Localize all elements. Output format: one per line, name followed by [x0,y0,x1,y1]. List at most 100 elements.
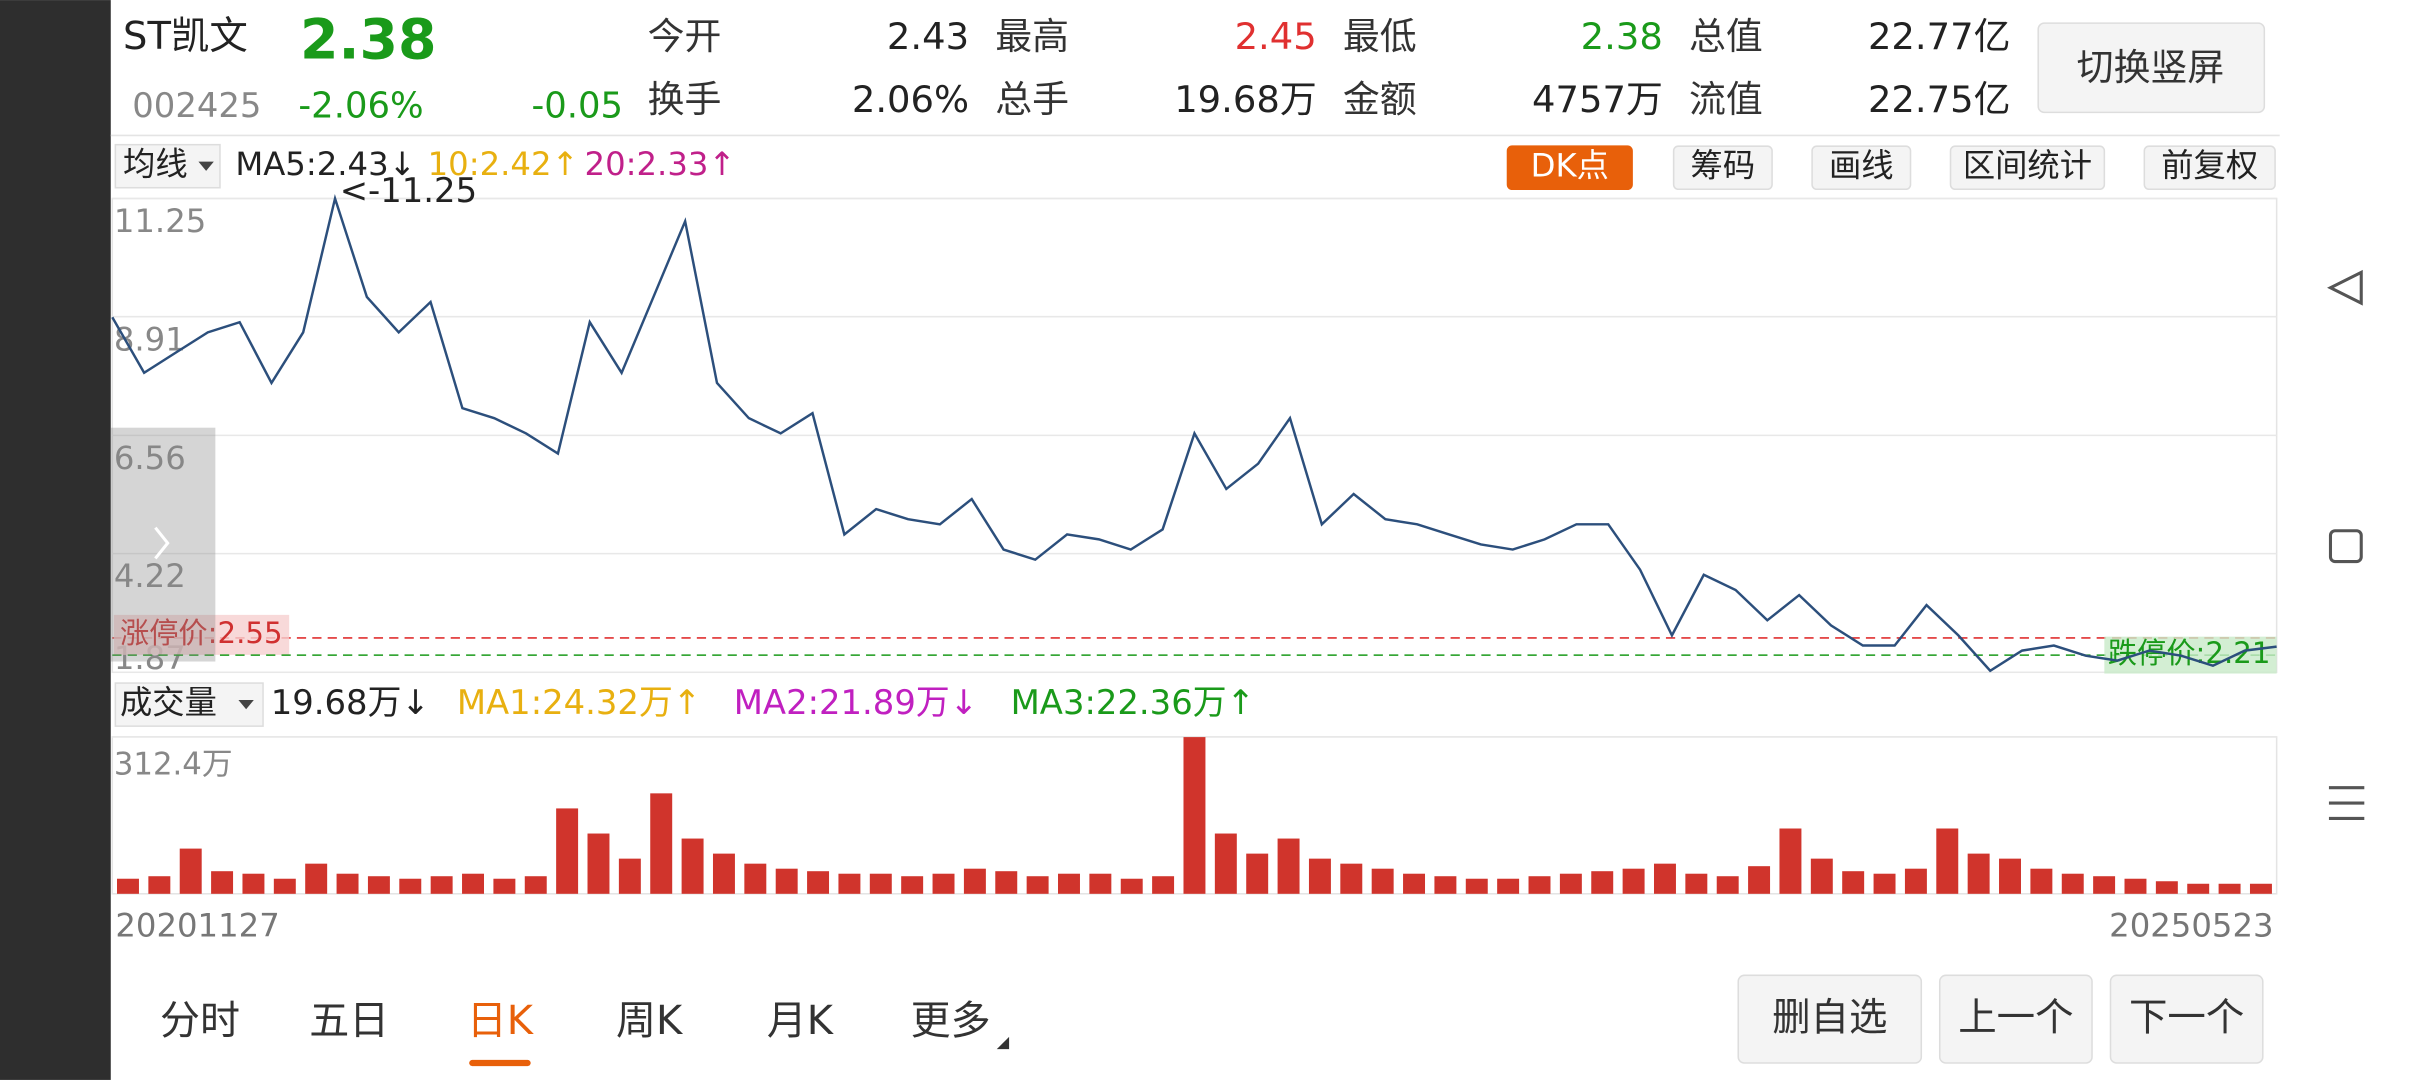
period-tab[interactable]: 周K [616,998,684,1044]
volume-bar [2093,876,2116,894]
stat-label: 今开 [648,15,722,58]
limit-label: 跌停价:2.21 [2108,636,2271,670]
volume-bar [1089,873,1112,894]
stat-label: 换手 [648,78,722,121]
volume-bar [367,876,390,894]
tool-button[interactable] [1811,145,1912,191]
volume-bar [1528,876,1551,894]
tool-button[interactable] [1949,145,2106,191]
ma5: MA5:2.43↓ [235,145,415,183]
orientation-label: 切换竖屏 [2077,46,2225,89]
change: -0.05 [531,86,623,127]
volume-chart: 312.4万 [112,736,2277,894]
volume-bar [305,863,328,894]
end-date: 20250523 [2109,907,2273,945]
volume-bar [179,848,202,894]
volume-bar [712,853,735,894]
volume-value: 19.68万↓ [271,683,430,722]
orientation-button[interactable] [2037,22,2266,114]
stat-label: 总值 [1689,15,1763,58]
tool-button-label: 画线 [1829,147,1894,185]
limit-tag [113,614,290,655]
back-icon[interactable] [2327,269,2363,306]
period-tab[interactable]: 月K [767,998,835,1044]
period-tab[interactable]: 五日 [309,998,389,1044]
volume-bar [2187,883,2210,894]
volume-bar [869,873,892,894]
volume-bar [618,858,641,894]
volume-bar [2030,868,2053,894]
volume-bar [273,878,296,894]
volume-bar [2249,883,2272,894]
stat-label: 最低 [1343,15,1417,58]
volume-bar [1748,866,1771,894]
tool-button[interactable] [1506,145,1633,191]
period-tab[interactable]: 日K [467,998,535,1044]
max-annotation: <-11.25 [340,171,477,210]
period-tab[interactable]: 分时 [160,998,240,1044]
stat-value: 2.38 [1581,15,1663,58]
volume-bar [1967,853,1990,894]
volume-bar [556,808,579,894]
tool-button-label: 筹码 [1691,147,1756,185]
volume-bar [1810,858,1833,894]
dropdown-arrow [238,699,254,710]
volume-bar [1591,871,1614,894]
volume-bar [462,873,484,894]
dropdown-arrow [198,161,214,171]
volume-bar [1277,838,1300,894]
ma-menu-label: 均线 [123,145,188,183]
action-button[interactable] [1737,974,1923,1064]
volume-bar [1246,853,1269,894]
home-icon[interactable] [2328,529,2363,564]
stat-value: 2.43 [887,15,969,58]
action-button[interactable] [2109,974,2264,1064]
tool-button[interactable] [2143,145,2276,191]
volume-bar [148,876,171,894]
action-label: 删自选 [1772,995,1887,1040]
tool-button-label: 区间统计 [1963,147,2092,185]
more-corner [996,1036,1010,1050]
tool-button[interactable] [1672,145,1773,191]
volume-menu-label: 成交量 [120,684,217,722]
volume-bar [1936,828,1959,894]
volume-bar [1120,878,1143,894]
volume-bar [1183,737,1206,894]
side-handle[interactable] [110,427,216,662]
toolbar-buttons: DK点 筹码 画线 区间统计 前复权 [1506,145,2276,191]
menu-icon[interactable] [2328,786,2365,820]
volume-menu[interactable] [114,682,264,727]
volume-bar [1873,873,1896,894]
tool-button-label: DK点 [1531,147,1609,185]
volume-bar [1622,868,1645,894]
y-tick-label: 4.22 [114,557,186,595]
ma20: 20:2.33↑ [585,145,736,183]
volume-bar [1058,873,1080,894]
volume-bar [932,873,955,894]
vol-ma3: MA3:22.36万↑ [1011,683,1255,722]
volume-bar [1308,858,1331,894]
period-tab[interactable]: 更多 [911,998,991,1044]
actions: 删自选 上一个 下一个 [1737,974,2264,1064]
volume-bar [681,838,704,894]
volume-bar [1214,833,1237,894]
action-button[interactable] [1938,974,2093,1064]
volume-bar [838,873,861,894]
stat-value: 22.77亿 [1868,15,2011,58]
stat-value: 22.75亿 [1868,78,2011,121]
nav-bar [2279,0,2412,1080]
volume-bar [1497,878,1520,894]
volume-bar [493,878,516,894]
volume-bar [1403,873,1426,894]
volume-bar [2218,883,2241,894]
stat-label: 流值 [1689,78,1763,121]
limit-label: 涨停价:2.55 [120,616,283,650]
volume-bar [1904,868,1927,894]
y-tick-label: 11.25 [114,202,206,240]
period-tabs: 分时 五日 日K 周K 月K 更多 [160,998,1010,1067]
vol-ma1: MA1:24.32万↑ [457,683,701,722]
volume-bar [430,876,453,894]
volume-bar [1434,876,1457,894]
